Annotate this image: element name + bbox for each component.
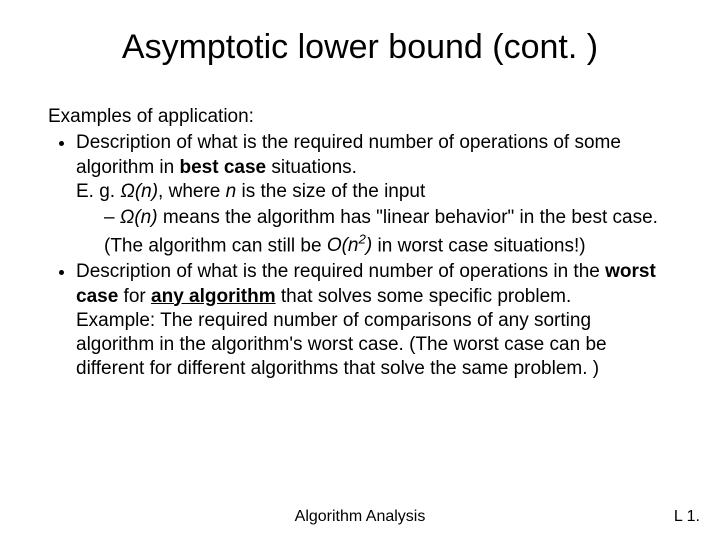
b2-text-1: Description of what is the required numb… <box>76 261 605 282</box>
b2-text-2: for <box>118 286 151 307</box>
sub1-sup-2: 2 <box>359 232 366 247</box>
b1-eg-pre: E. g. <box>76 181 120 202</box>
b1-n: n <box>226 181 237 202</box>
b2-text-3: that solves some specific problem. <box>276 286 572 307</box>
b1-text-2: situations. <box>266 157 357 178</box>
sub1-text-2: in worst case situations!) <box>372 235 585 256</box>
sub1-On-open: O(n <box>327 235 359 256</box>
lead-text: Examples of application: <box>48 105 672 129</box>
sub-bullet-1: Ω(n) means the algorithm has "linear beh… <box>104 206 672 258</box>
b1-omega-n: Ω(n) <box>120 181 158 202</box>
bullet-1: Description of what is the required numb… <box>76 131 672 258</box>
slide: Asymptotic lower bound (cont. ) Examples… <box>0 0 720 540</box>
b2-example: Example: The required number of comparis… <box>76 310 607 380</box>
b2-underline-anyalg: any algorithm <box>151 286 276 307</box>
b1-eg-post: is the size of the input <box>236 181 425 202</box>
sub1-omega-n: Ω(n) <box>120 207 163 228</box>
footer-right: L 1. <box>674 508 700 526</box>
sub1-bigO: O(n2) <box>327 235 372 256</box>
slide-title: Asymptotic lower bound (cont. ) <box>48 28 672 67</box>
footer-center: Algorithm Analysis <box>0 508 720 526</box>
slide-body: Examples of application: Description of … <box>48 105 672 382</box>
b1-eg-mid: , where <box>158 181 226 202</box>
bullet-2: Description of what is the required numb… <box>76 260 672 382</box>
sub-bullet-list: Ω(n) means the algorithm has "linear beh… <box>76 206 672 258</box>
bullet-list: Description of what is the required numb… <box>48 131 672 381</box>
b1-bold-bestcase: best case <box>180 157 267 178</box>
